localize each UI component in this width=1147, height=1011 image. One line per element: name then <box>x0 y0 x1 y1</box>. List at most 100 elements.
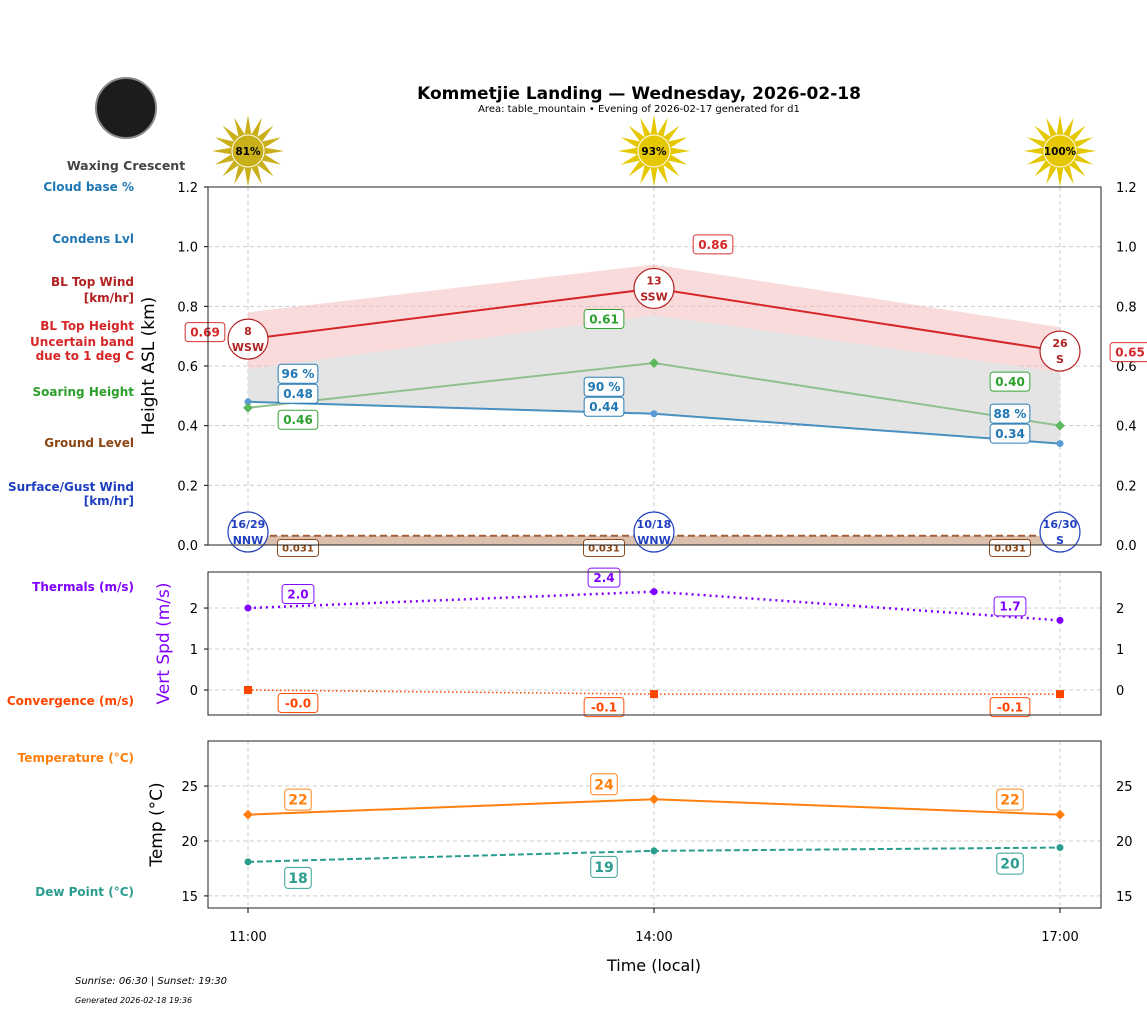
legend-label: BL Top Wind <box>51 275 134 289</box>
y-tick-label: 1.0 <box>177 241 198 256</box>
cloud-base-point <box>650 410 658 418</box>
panel-frame <box>207 186 1102 546</box>
cloud-base-point <box>1056 440 1064 448</box>
legend-label: Soaring Height <box>33 385 135 399</box>
x-tick-label: 17:00 <box>1041 930 1078 945</box>
y-axis-label: Height ASL (km) <box>139 297 159 436</box>
chart-title: Kommetjie Landing — Wednesday, 2026-02-1… <box>417 84 861 104</box>
soaring-point <box>649 358 659 368</box>
sun-percent-label: 100% <box>1044 146 1077 158</box>
y-tick-label: 0.6 <box>177 360 198 375</box>
soaring-label-box <box>583 309 625 330</box>
legend-label: Surface/Gust Wind <box>8 480 134 494</box>
y-tick-label-right: 0.0 <box>1116 539 1137 554</box>
legend-label: due to 1 deg C <box>36 349 135 363</box>
y-tick-label-right: 1 <box>1116 643 1124 658</box>
cloud-base-label: 0.48 <box>283 387 313 401</box>
cloud-base-label-box <box>277 383 319 404</box>
cloud-percent-label: 96 % <box>282 367 315 381</box>
convergence-label: -0.0 <box>285 696 311 710</box>
bl-wind-speed: 13 <box>646 274 661 287</box>
convergence-label-box <box>277 693 319 714</box>
surface-wind-speed: 16/30 <box>1043 518 1078 531</box>
bl-wind-speed: 8 <box>244 325 252 338</box>
y-tick-label: 0.0 <box>177 539 198 554</box>
soaring-label: 0.61 <box>589 312 619 326</box>
bl-wind-direction: WSW <box>232 341 264 354</box>
y-tick-label-right: 0 <box>1116 684 1124 699</box>
dew-point-label-box <box>996 852 1024 875</box>
temperature-label-box <box>284 788 312 811</box>
bl-top-label-box <box>184 322 226 343</box>
x-tick-label: 11:00 <box>229 930 266 945</box>
convergence-label: -0.1 <box>591 700 617 714</box>
thermals-point <box>1056 616 1064 624</box>
legend-label: Temperature (°C) <box>18 751 134 765</box>
surface-wind-barb-icon <box>1039 511 1081 553</box>
cloud-base-label: 0.44 <box>589 400 619 414</box>
legend-label: Cloud base % <box>43 180 134 194</box>
surface-wind-speed: 10/18 <box>637 518 672 531</box>
y-tick-label-right: 0.6 <box>1116 360 1137 375</box>
temperature-point <box>1055 809 1065 820</box>
thermals-label-box <box>281 584 315 605</box>
y-tick-label: 2 <box>190 602 198 617</box>
dew-point-label: 18 <box>288 871 307 887</box>
dew-point-label: 19 <box>594 860 613 876</box>
thermals-point <box>650 588 658 596</box>
cloud-base-label-box <box>583 396 625 417</box>
convergence-point <box>244 686 252 695</box>
cloud-percent-label-box <box>583 376 625 397</box>
legend-label: [km/hr] <box>84 494 134 508</box>
y-tick-label: 0.4 <box>177 420 198 435</box>
y-tick-label: 0.2 <box>177 479 198 494</box>
legend-label: Uncertain band <box>30 335 134 349</box>
chart-subtitle: Area: table_mountain • Evening of 2026-0… <box>478 104 800 115</box>
x-tick-label: 14:00 <box>635 930 672 945</box>
soaring-label-box <box>277 409 319 430</box>
y-tick-label-right: 1.2 <box>1116 181 1137 196</box>
convergence-point <box>650 690 658 699</box>
y-tick-label: 1 <box>190 643 198 658</box>
temperature-label: 24 <box>594 777 614 793</box>
y-tick-label-right: 2 <box>1116 602 1124 617</box>
temperature-point <box>649 794 659 805</box>
dew-point-label-box <box>590 855 618 878</box>
temperature-label: 22 <box>1000 793 1019 809</box>
convergence-label-box <box>583 697 625 718</box>
bl-top-label: 0.65 <box>1115 345 1145 359</box>
temperature-label: 22 <box>288 793 307 809</box>
dew-point-label-box <box>284 866 312 889</box>
bl-wind-direction: SSW <box>640 290 667 303</box>
surface-wind-speed: 16/29 <box>231 518 266 531</box>
bl-top-label: 0.86 <box>698 238 728 252</box>
surface-wind-barb-icon <box>227 511 269 553</box>
thermals-label: 1.7 <box>999 600 1020 614</box>
y-tick-label: 25 <box>181 780 198 795</box>
cloud-percent-label-box <box>989 403 1031 424</box>
y-tick-label: 15 <box>181 890 198 905</box>
soaring-label: 0.46 <box>283 413 313 427</box>
temperature-label-box <box>996 788 1024 811</box>
y-tick-label-right: 15 <box>1116 890 1133 905</box>
cloud-base-label-box <box>989 423 1031 444</box>
bl-top-label-box <box>1109 342 1147 363</box>
dew-point-marker <box>1056 844 1064 852</box>
thermals-label-box <box>993 596 1027 617</box>
dew-point-label: 20 <box>1000 857 1020 873</box>
surface-wind-direction: S <box>1056 534 1064 547</box>
y-tick-label-right: 25 <box>1116 780 1133 795</box>
thermals-point <box>244 604 252 612</box>
dew-point-marker <box>650 847 658 855</box>
legend-label: BL Top Height <box>40 319 134 333</box>
ground-label: 0.031 <box>282 544 314 555</box>
y-tick-label-right: 20 <box>1116 835 1133 850</box>
sun-disc <box>231 134 265 168</box>
y-tick-label-right: 0.4 <box>1116 420 1137 435</box>
temperature-label-box <box>590 773 618 796</box>
y-axis-label: Temp (°C) <box>147 782 167 867</box>
legend-label: Condens Lvl <box>52 232 134 246</box>
soaring-label: 0.40 <box>995 375 1025 389</box>
y-tick-label: 0.8 <box>177 300 198 315</box>
